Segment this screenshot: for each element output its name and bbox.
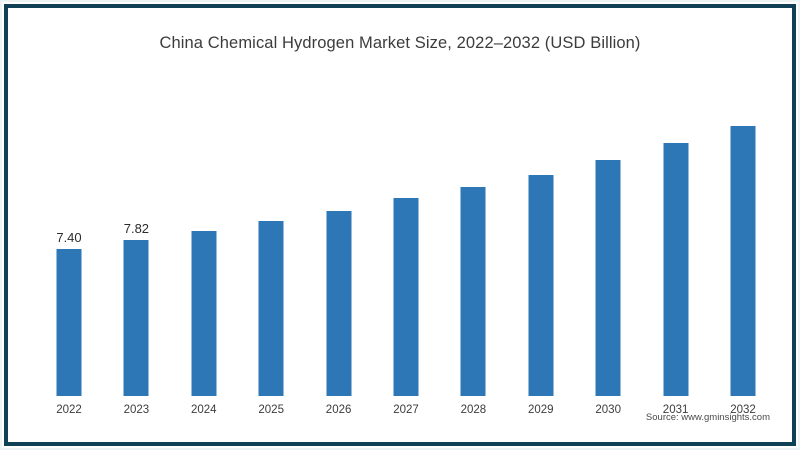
x-axis-tick-label: 2031 [662, 404, 689, 416]
source-note: Source: www.gminsights.com [645, 412, 770, 423]
x-axis-tick-label: 2027 [393, 404, 419, 416]
bar[interactable] [393, 197, 419, 396]
bar[interactable] [258, 221, 284, 396]
bar-group: 7.40 2022 [36, 8, 103, 458]
bar-group: 2025 [238, 8, 305, 458]
bar-value-label: 7.40 [56, 229, 82, 245]
x-axis-tick-label: 2024 [191, 404, 217, 416]
x-axis-tick-label: 2030 [595, 404, 621, 416]
bar[interactable] [595, 159, 621, 396]
figure-border: China Chemical Hydrogen Market Size, 202… [4, 4, 796, 446]
bar[interactable] [326, 210, 352, 396]
bar-group: 7.82 2023 [103, 8, 170, 458]
bar-group: 2031 [642, 8, 709, 458]
bar[interactable] [460, 186, 486, 396]
figure-inner: China Chemical Hydrogen Market Size, 202… [8, 8, 792, 442]
plot-area: 7.40 2022 7.82 2023 2024 2025 2026 2027 2028 2029… [8, 8, 800, 458]
x-axis-tick-label: 2026 [325, 404, 352, 416]
bar-group: 2024 [170, 8, 237, 458]
bar[interactable] [663, 142, 689, 396]
bar[interactable] [56, 248, 82, 396]
bar-group: 2027 [373, 8, 440, 458]
x-axis-tick-label: 2032 [730, 404, 756, 416]
bar-group: 2032 [710, 8, 777, 458]
bar[interactable] [123, 240, 149, 396]
x-axis-tick-label: 2023 [123, 404, 150, 416]
bar[interactable] [528, 174, 554, 396]
bar[interactable] [730, 125, 756, 396]
bar-group: 2028 [440, 8, 507, 458]
x-axis-tick-label: 2022 [56, 404, 82, 416]
bar-group: 2029 [507, 8, 574, 458]
x-axis-tick-label: 2028 [460, 404, 487, 416]
x-axis-tick-label: 2029 [528, 404, 554, 416]
bar[interactable] [191, 230, 217, 396]
chart-title: China Chemical Hydrogen Market Size, 202… [159, 34, 641, 52]
x-axis-tick-label: 2025 [258, 404, 284, 416]
bar-value-label: 7.82 [123, 221, 150, 237]
bar-group: 2026 [305, 8, 372, 458]
bar-group: 2030 [575, 8, 642, 458]
